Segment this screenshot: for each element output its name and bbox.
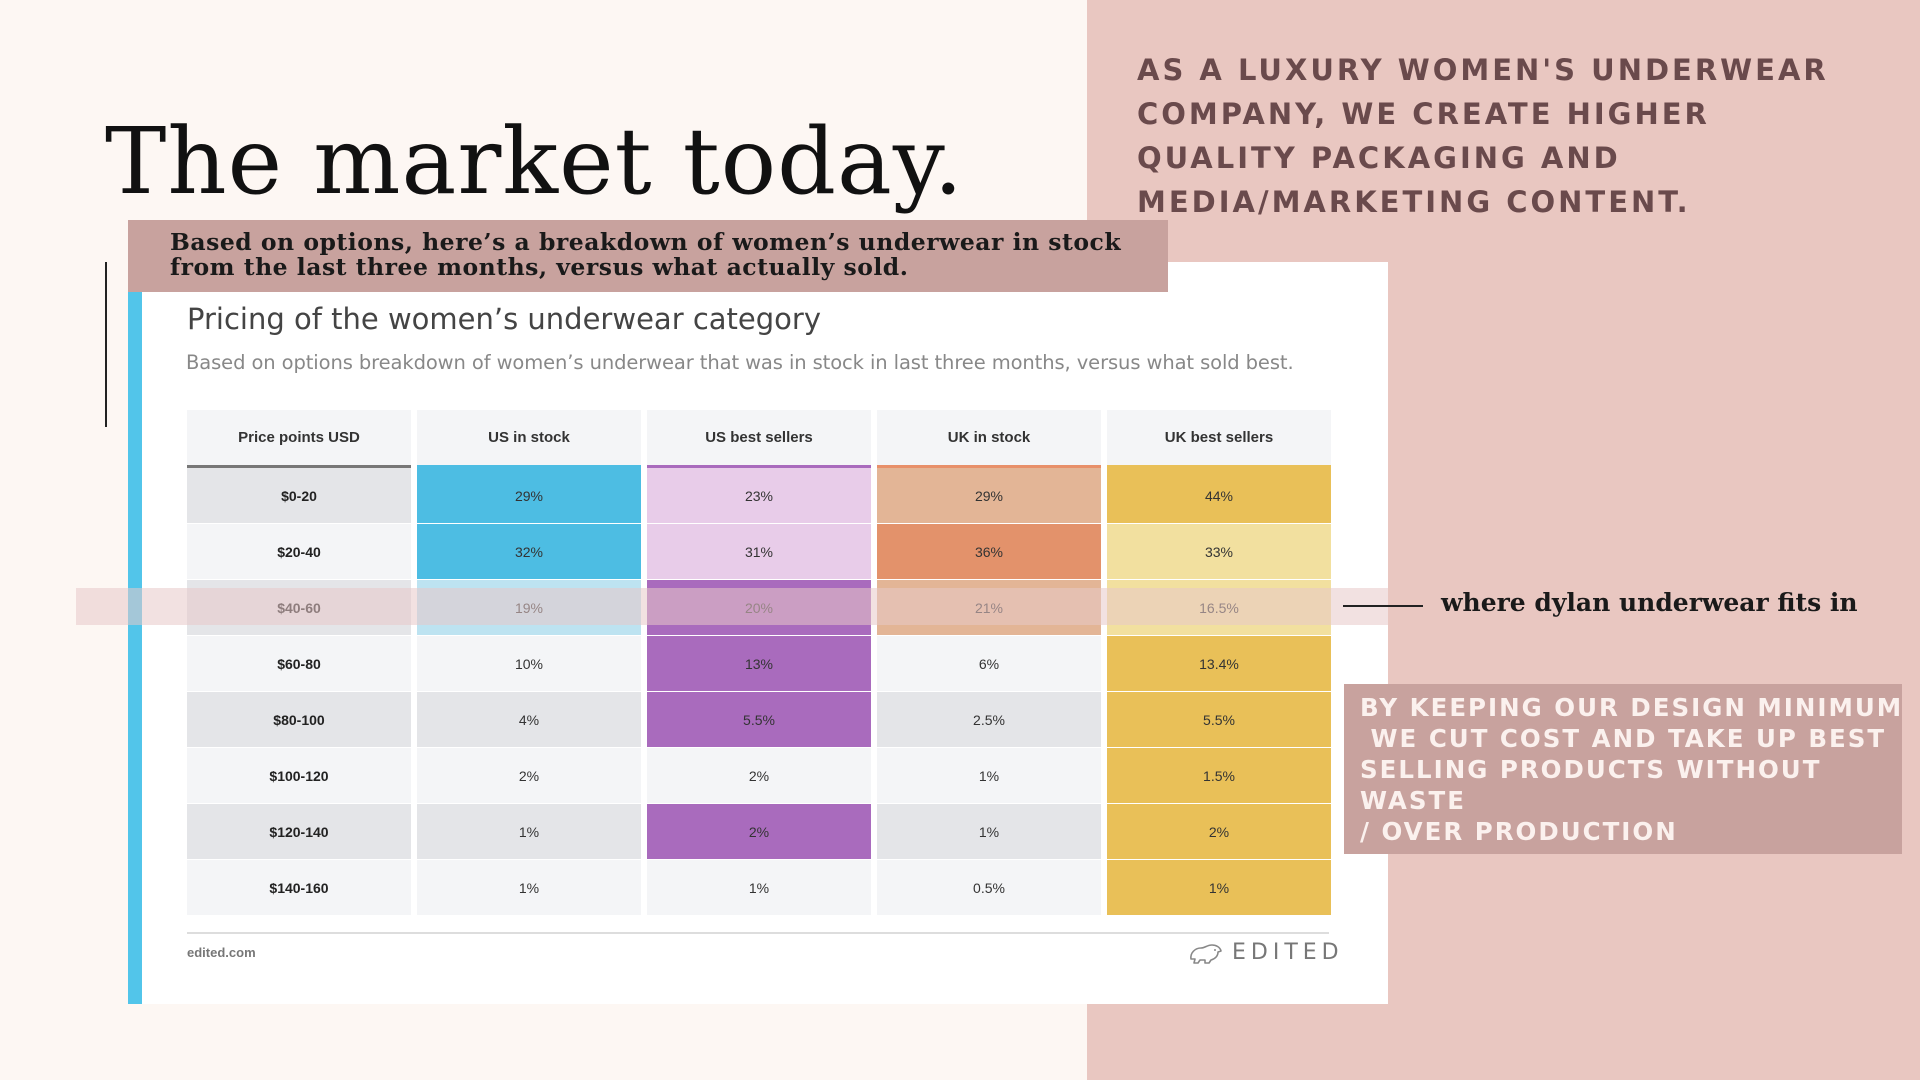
header-uk-best-sellers: UK best sellers — [1107, 410, 1331, 465]
table-cell: 1% — [1107, 860, 1331, 916]
table-cell: 13.4% — [1107, 636, 1331, 692]
table-cell: 23% — [647, 468, 871, 524]
chart-title: Pricing of the women’s underwear categor… — [187, 302, 821, 336]
table-cell: 1% — [417, 860, 641, 916]
dylan-fit-highlight — [76, 588, 1388, 625]
table-cell: 44% — [1107, 468, 1331, 524]
top-right-statement: AS A LUXURY WOMEN'S UNDERWEAR COMPANY, W… — [1137, 53, 1829, 219]
header-underline — [417, 465, 641, 468]
table-cell: 31% — [647, 524, 871, 580]
table-cell: 10% — [417, 636, 641, 692]
bear-logo-icon — [1190, 943, 1222, 964]
header-underline — [647, 465, 871, 468]
header-uk-in-stock: UK in stock — [877, 410, 1101, 465]
table-cell: 1.5% — [1107, 748, 1331, 804]
table-cell: 5.5% — [647, 692, 871, 748]
table-cell: 32% — [417, 524, 641, 580]
fit-pointer-line — [1343, 605, 1423, 607]
table-cell: 2% — [1107, 804, 1331, 860]
table-cell: 4% — [417, 692, 641, 748]
price-point-label: $80-100 — [187, 692, 411, 748]
header-underline — [1107, 465, 1331, 468]
table-cell: 2% — [417, 748, 641, 804]
pricing-table: Price points USD US in stock US best selle… — [187, 410, 1331, 916]
slide-headline: The market today. — [105, 108, 964, 215]
table-cell: 2% — [647, 804, 871, 860]
table-cell: 1% — [877, 804, 1101, 860]
table-cell: 1% — [877, 748, 1101, 804]
header-underline — [187, 465, 411, 468]
price-point-label: $120-140 — [187, 804, 411, 860]
banner-line-2: from the last three months, versus what … — [170, 253, 909, 281]
price-point-label: $140-160 — [187, 860, 411, 916]
table-cell: 36% — [877, 524, 1101, 580]
table-cell: 2% — [647, 748, 871, 804]
table-cell: 29% — [877, 468, 1101, 524]
card-footer-divider — [187, 932, 1329, 934]
footer-source: edited.com — [187, 945, 256, 960]
header-price-points: Price points USD — [187, 410, 411, 465]
header-underline — [877, 465, 1101, 468]
fit-label: where dylan underwear fits in — [1441, 588, 1858, 617]
table-cell: 6% — [877, 636, 1101, 692]
intro-banner: Based on options, here’s a breakdown of … — [128, 220, 1168, 292]
logo-wordmark: EDITED — [1232, 940, 1344, 965]
header-us-in-stock: US in stock — [417, 410, 641, 465]
header-us-best-sellers: US best sellers — [647, 410, 871, 465]
card-accent-bar — [128, 290, 142, 1004]
table-cell: 2.5% — [877, 692, 1101, 748]
table-cell: 13% — [647, 636, 871, 692]
price-point-label: $100-120 — [187, 748, 411, 804]
banner-line-1: Based on options, here’s a breakdown of … — [170, 228, 1122, 256]
table-cell: 33% — [1107, 524, 1331, 580]
table-cell: 29% — [417, 468, 641, 524]
chart-subtitle: Based on options breakdown of women’s un… — [186, 351, 1294, 374]
table-cell: 1% — [647, 860, 871, 916]
left-vertical-rule — [105, 262, 107, 427]
table-cell: 0.5% — [877, 860, 1101, 916]
table-cell: 5.5% — [1107, 692, 1331, 748]
edited-logo: EDITED — [1188, 940, 1344, 965]
table-cell: 1% — [417, 804, 641, 860]
price-point-label: $0-20 — [187, 468, 411, 524]
design-note-box: BY KEEPING OUR DESIGN MINIMUM WE CUT COS… — [1344, 684, 1902, 854]
price-point-label: $60-80 — [187, 636, 411, 692]
price-point-label: $20-40 — [187, 524, 411, 580]
